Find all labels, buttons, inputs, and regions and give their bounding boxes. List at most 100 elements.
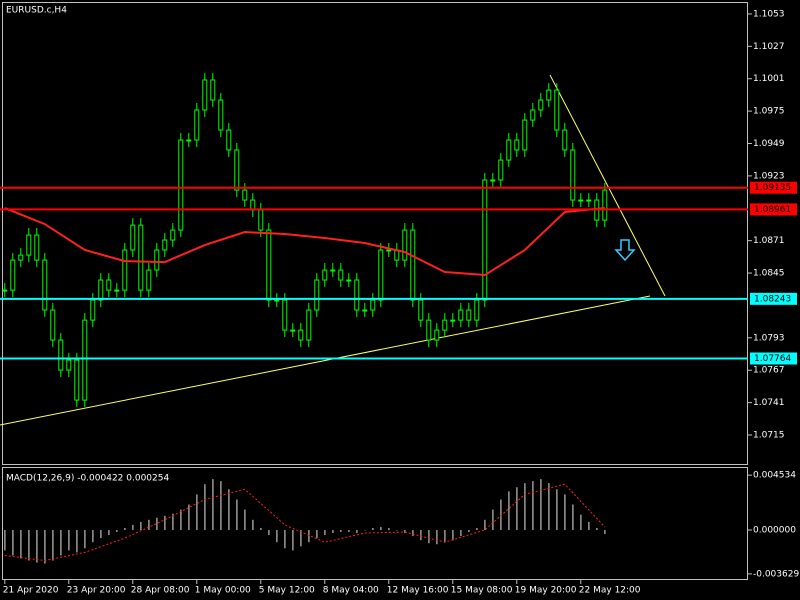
support-trendline bbox=[0, 295, 651, 426]
candle bbox=[442, 319, 448, 331]
candle bbox=[426, 319, 432, 341]
candle bbox=[106, 279, 112, 291]
histogram-bar bbox=[356, 529, 358, 534]
y-tick-label: 1.1053 bbox=[753, 9, 785, 19]
histogram-bar bbox=[188, 504, 190, 530]
histogram-bar bbox=[548, 483, 550, 530]
histogram-bar bbox=[20, 529, 22, 559]
candle bbox=[530, 109, 536, 121]
candle bbox=[586, 199, 592, 202]
y-tick-label: 1.0871 bbox=[753, 236, 785, 246]
level-label: 1.09135 bbox=[754, 183, 791, 193]
histogram-bar bbox=[236, 499, 238, 530]
histogram-bar bbox=[412, 529, 414, 537]
histogram-bar bbox=[92, 529, 94, 543]
candle bbox=[194, 109, 200, 141]
histogram-bar bbox=[276, 529, 278, 543]
candle bbox=[82, 319, 88, 401]
candle bbox=[10, 259, 16, 291]
histogram-bar bbox=[268, 529, 270, 536]
moving-average bbox=[4, 207, 605, 277]
histogram-bar bbox=[84, 529, 86, 549]
candle bbox=[2, 289, 8, 292]
candle bbox=[322, 269, 328, 281]
candle bbox=[66, 359, 72, 371]
histogram-bar bbox=[116, 529, 118, 533]
histogram-bar bbox=[100, 529, 102, 539]
candle bbox=[546, 89, 552, 101]
histogram-bar bbox=[28, 529, 30, 561]
candle bbox=[578, 199, 584, 202]
candle bbox=[490, 179, 496, 182]
candle bbox=[58, 339, 64, 371]
histogram-bar bbox=[172, 513, 174, 530]
candle bbox=[434, 329, 440, 341]
histogram-bar bbox=[52, 529, 54, 561]
candle bbox=[210, 79, 216, 101]
histogram-bar bbox=[372, 527, 374, 530]
candle bbox=[170, 229, 176, 241]
histogram-bar bbox=[452, 529, 454, 541]
histogram-bar bbox=[308, 529, 310, 543]
candle bbox=[98, 279, 104, 301]
histogram-bar bbox=[148, 519, 150, 530]
histogram-bar bbox=[284, 529, 286, 549]
level-label-box bbox=[750, 352, 797, 365]
candle bbox=[50, 309, 56, 341]
macd-panel-frame bbox=[2, 467, 748, 580]
main-panel-frame bbox=[2, 2, 748, 465]
candle bbox=[514, 139, 520, 151]
candle bbox=[26, 234, 32, 256]
candle bbox=[290, 329, 296, 332]
y-tick-label: 1.0923 bbox=[753, 171, 785, 181]
histogram-bar bbox=[156, 517, 158, 530]
x-tick-label: 1 May 00:00 bbox=[195, 586, 251, 596]
histogram-bar bbox=[524, 483, 526, 530]
candle bbox=[202, 79, 208, 111]
level-label-box bbox=[750, 203, 797, 216]
histogram-bar bbox=[420, 529, 422, 541]
histogram-bar bbox=[292, 529, 294, 551]
y-tick-label: 1.0741 bbox=[753, 398, 785, 408]
candle bbox=[146, 269, 152, 291]
y-tick-label: 0.000000 bbox=[753, 525, 796, 535]
candle bbox=[242, 189, 248, 201]
x-tick-label: 21 Apr 2020 bbox=[3, 586, 59, 596]
y-tick-label: 1.0767 bbox=[753, 366, 785, 376]
histogram-bar bbox=[340, 529, 342, 533]
histogram-bar bbox=[4, 529, 6, 551]
histogram-bar bbox=[124, 527, 126, 530]
histogram-bar bbox=[492, 509, 494, 530]
candle bbox=[522, 119, 528, 151]
histogram-bar bbox=[468, 529, 470, 533]
candle bbox=[314, 279, 320, 311]
histogram-bar bbox=[76, 529, 78, 553]
candle bbox=[162, 239, 168, 251]
histogram-bar bbox=[36, 529, 38, 563]
histogram-bar bbox=[252, 519, 254, 530]
candle bbox=[218, 99, 224, 131]
candle bbox=[138, 224, 144, 291]
candle bbox=[346, 279, 352, 282]
candle bbox=[362, 309, 368, 312]
histogram-bar bbox=[212, 479, 214, 530]
resistance-trendline bbox=[549, 74, 666, 297]
candle bbox=[458, 309, 464, 321]
histogram-bar bbox=[332, 529, 334, 534]
candle bbox=[114, 289, 120, 292]
histogram-bar bbox=[572, 504, 574, 530]
histogram-bar bbox=[428, 529, 430, 544]
histogram-bar bbox=[564, 494, 566, 530]
candle bbox=[266, 229, 272, 301]
candle bbox=[474, 299, 480, 321]
histogram-bar bbox=[60, 529, 62, 556]
level-label: 1.08961 bbox=[754, 205, 791, 215]
histogram-bar bbox=[476, 527, 478, 530]
histogram-bar bbox=[484, 519, 486, 530]
candle bbox=[122, 249, 128, 291]
y-tick-label: 1.1001 bbox=[753, 74, 785, 84]
candle bbox=[154, 249, 160, 271]
histogram-bar bbox=[244, 509, 246, 530]
